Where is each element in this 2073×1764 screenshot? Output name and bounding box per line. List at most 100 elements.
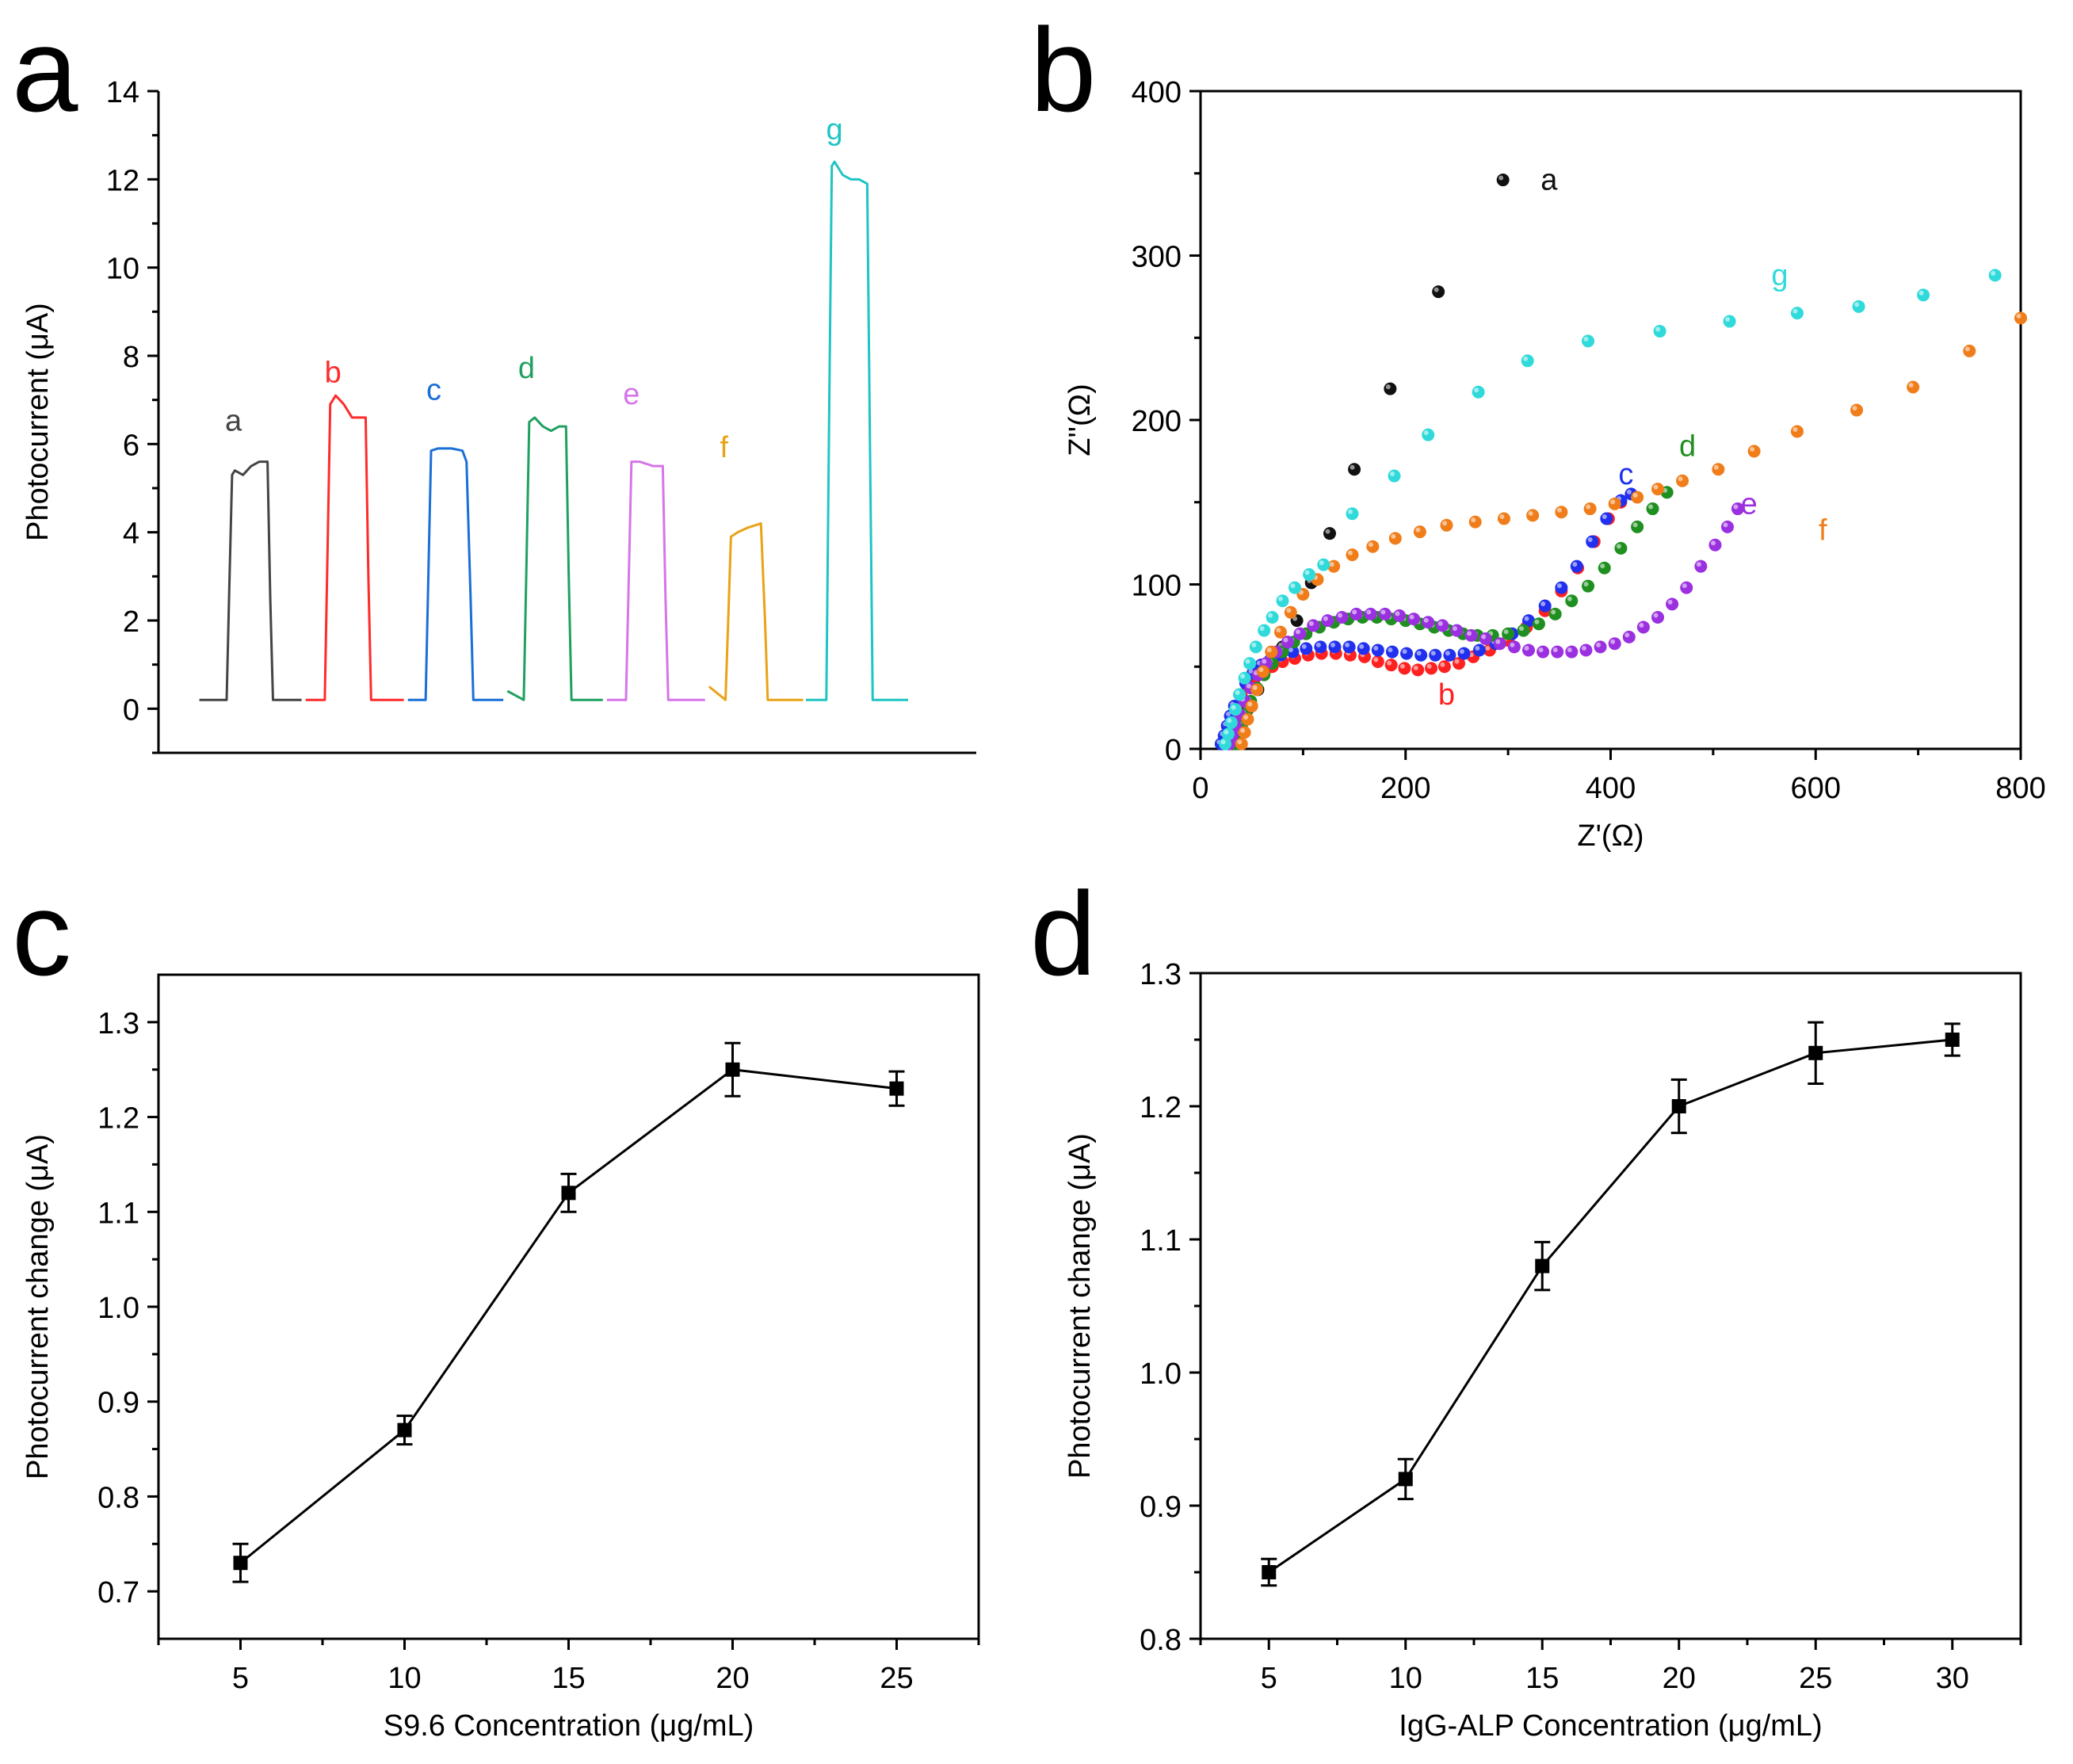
data-point-highlight [1523, 356, 1529, 361]
y-axis-title: Photocurrent (μA) [21, 303, 55, 541]
data-point-highlight [1330, 642, 1335, 647]
data-point-highlight [1276, 628, 1281, 633]
data-point-highlight [1359, 643, 1365, 649]
y-tick-label: 0.8 [97, 1481, 139, 1514]
axes: 0.8 0.9 1.0 1.1 1.2 1.3 5 10 15 20 25 30 [1140, 958, 2022, 1695]
data-point [1238, 726, 1251, 739]
y-tick-label: 0.9 [1140, 1491, 1182, 1524]
data-point [1496, 174, 1510, 187]
curve-label: c [1618, 458, 1633, 491]
data-point [1241, 712, 1254, 726]
data-point-highlight [1338, 613, 1343, 618]
data-point [1243, 657, 1257, 670]
curve-label: e [1741, 487, 1758, 521]
data-point [1429, 648, 1442, 662]
data-point-highlight [1454, 659, 1460, 664]
y-tick-label: 1.2 [97, 1102, 139, 1136]
x-tick-label: 200 [1380, 772, 1430, 805]
data-point [1493, 637, 1506, 651]
data-point [1249, 640, 1262, 654]
data-point-highlight [1485, 646, 1491, 651]
data-point [1233, 688, 1246, 701]
data-point [1256, 665, 1269, 678]
data-point [1437, 660, 1451, 674]
data-point [1651, 483, 1665, 496]
data-point-highlight [1385, 384, 1391, 390]
data-point [1579, 643, 1593, 657]
data-point-highlight [1600, 563, 1605, 569]
series-line [606, 460, 705, 701]
data-point [1497, 512, 1510, 525]
series-line [506, 416, 603, 701]
data-point-highlight [1854, 302, 1860, 307]
y-tick-label: 4 [123, 517, 139, 551]
data-point-highlight [1440, 662, 1445, 667]
data-point [1323, 527, 1337, 540]
data-point [1468, 515, 1482, 529]
data-point-highlight [1552, 647, 1558, 653]
data-point [1371, 655, 1384, 669]
plot-area [232, 1041, 905, 1583]
data-point [1555, 506, 1568, 519]
data-point-highlight [1572, 562, 1578, 567]
data-point-highlight [1295, 629, 1300, 635]
data-point [1790, 307, 1804, 320]
x-tick-label: 10 [1389, 1662, 1422, 1695]
curve-label: g [1771, 259, 1788, 292]
data-point-highlight [1556, 507, 1562, 513]
series-line [239, 1068, 897, 1564]
data-point [1586, 535, 1599, 548]
data-point [1600, 512, 1613, 525]
y-tick-label: 0.8 [1140, 1624, 1182, 1657]
x-tick-label: 600 [1791, 772, 1841, 805]
data-point-highlight [1391, 533, 1396, 539]
data-point [1472, 385, 1485, 399]
data-point-highlight [1345, 642, 1350, 647]
data-point-highlight [1347, 550, 1353, 556]
data-point-highlight [1329, 562, 1334, 567]
data-point [1317, 558, 1330, 571]
data-point [1335, 611, 1349, 624]
data-point-highlight [1696, 562, 1701, 567]
data-point-highlight [1415, 527, 1421, 533]
data-point [233, 1556, 248, 1571]
data-point-highlight [1416, 651, 1422, 656]
data-point [1712, 463, 1725, 476]
data-point [1694, 559, 1708, 573]
data-point [1258, 624, 1271, 637]
x-tick-label: 20 [1663, 1662, 1696, 1695]
data-point [1532, 617, 1545, 631]
data-point-highlight [1540, 601, 1546, 606]
data-point-highlight [1325, 529, 1330, 534]
data-point-highlight [1319, 560, 1324, 566]
x-tick-label: 5 [1261, 1662, 1277, 1695]
data-point [1538, 599, 1552, 613]
data-point-highlight [1413, 665, 1418, 670]
data-point [1747, 445, 1761, 458]
data-point-highlight [1481, 634, 1487, 640]
data-point [1653, 324, 1666, 338]
data-point [1614, 541, 1628, 555]
data-point-highlight [1387, 660, 1392, 666]
curve-label: a [1540, 164, 1558, 197]
x-tick-label: 15 [1525, 1662, 1559, 1695]
data-point [1262, 1565, 1277, 1579]
data-point-highlight [1567, 596, 1572, 601]
data-point-highlight [1602, 514, 1607, 519]
data-point [1342, 640, 1356, 654]
data-point [1284, 605, 1297, 619]
data-point [2014, 311, 2027, 325]
data-point [1346, 548, 1359, 562]
data-point-highlight [1402, 649, 1407, 655]
series-d: d [506, 352, 603, 701]
data-point-highlight [1266, 647, 1272, 653]
panel-letter: a [12, 3, 78, 136]
data-point-highlight [1710, 540, 1716, 546]
data-point [1388, 469, 1401, 483]
curve-label: c [426, 374, 441, 407]
data-point-highlight [1626, 489, 1632, 494]
data-point [1598, 561, 1611, 575]
data-point-highlight [1750, 446, 1755, 452]
data-point-highlight [1581, 646, 1586, 651]
curve-label: a [225, 405, 242, 438]
